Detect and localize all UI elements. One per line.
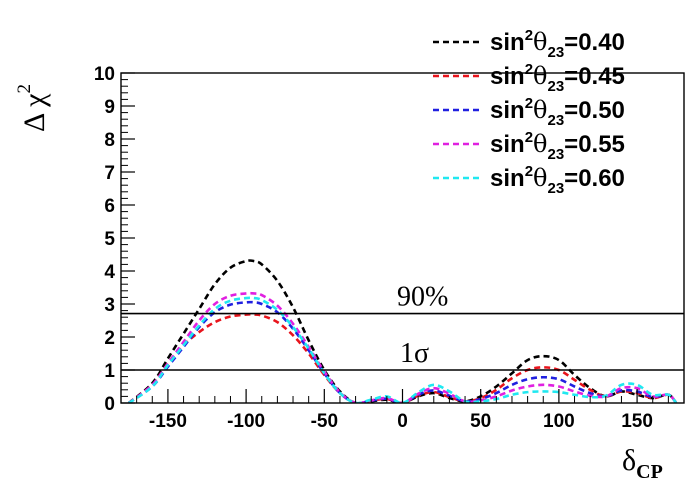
y-tick-label-0: 0 [104, 394, 115, 415]
y-tick-label-9: 9 [104, 97, 115, 118]
series-line-2 [128, 300, 678, 403]
legend-label-3: sin2θ23=0.55 [490, 129, 625, 163]
legend-label-0: sin2θ23=0.40 [490, 27, 625, 61]
legend: sin2θ23=0.40sin2θ23=0.45sin2θ23=0.50sin2… [433, 27, 625, 197]
series-curves-layer [127, 259, 678, 403]
legend-label-1: sin2θ23=0.45 [490, 61, 625, 95]
y-axis-title: Δ χ2 [14, 84, 51, 132]
y-tick-label-1: 1 [104, 361, 115, 382]
reference-lines-layer: 90% 1σ [121, 282, 684, 371]
y-tick-label-4: 4 [104, 262, 115, 283]
y-axis-title-sup: 2 [14, 84, 35, 94]
x-axis-title: δCP [622, 444, 663, 483]
x-axis-title-sub: CP [636, 461, 663, 483]
series-line-1 [128, 313, 678, 403]
series-line-3 [128, 291, 678, 403]
x-tick-label-3: 0 [397, 411, 408, 432]
x-tick-label-2: -50 [311, 411, 338, 432]
legend-label-2: sin2θ23=0.50 [490, 95, 625, 129]
x-tick-label-6: 150 [621, 411, 653, 432]
y-tick-label-2: 2 [104, 328, 115, 349]
y-tick-label-8: 8 [104, 130, 115, 151]
legend-label-4: sin2θ23=0.60 [490, 163, 625, 197]
x-tick-label-4: 50 [470, 411, 491, 432]
y-tick-label-6: 6 [104, 196, 115, 217]
x-tick-label-5: 100 [543, 411, 575, 432]
y-axis-title-main: Δ χ [18, 93, 51, 132]
svg-text:Δ χ2: Δ χ2 [14, 84, 51, 132]
reference-label-1: 1σ [400, 338, 429, 369]
x-tick-label-0: -150 [149, 411, 187, 432]
y-tick-label-7: 7 [104, 163, 115, 184]
x-axis-title-base: δ [622, 444, 636, 477]
reference-label-0: 90% [397, 282, 448, 313]
series-line-0 [127, 259, 678, 403]
axes-layer: 0 1 2 3 4 5 6 7 8 9 10 -150 -100 -50 0 50 100 150 [94, 64, 685, 432]
y-tick-label-10: 10 [94, 64, 115, 85]
y-tick-label-3: 3 [104, 295, 115, 316]
y-tick-label-5: 5 [104, 229, 115, 250]
x-tick-label-1: -100 [227, 411, 265, 432]
